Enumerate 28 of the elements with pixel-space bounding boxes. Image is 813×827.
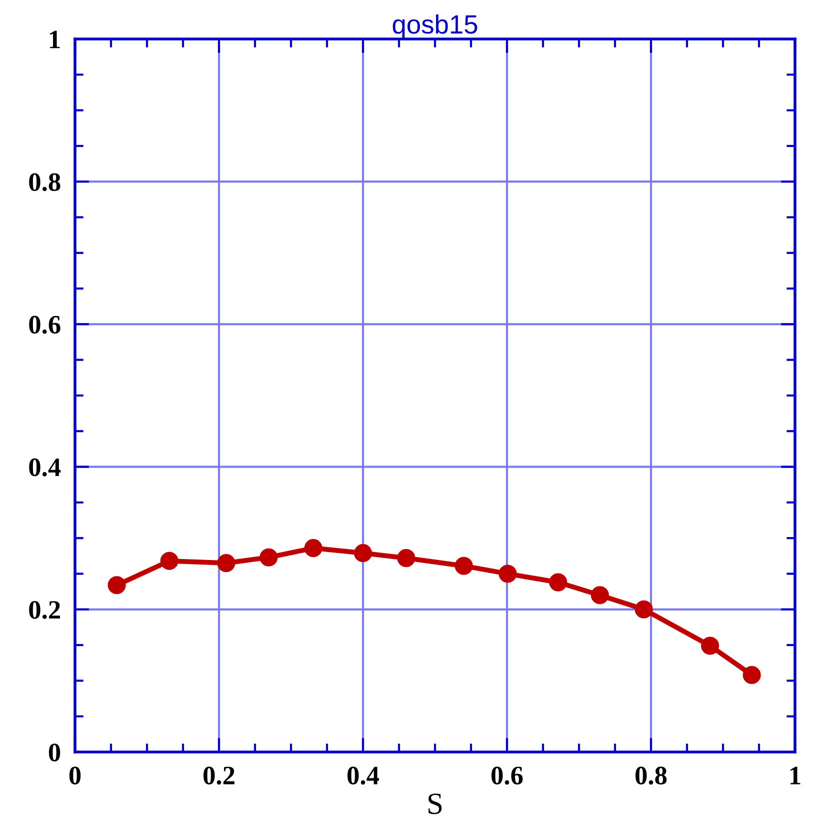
point (742, 666, 761, 684)
x-tick-label: 0.2 (204, 766, 234, 785)
x-tick-label: 0.8 (636, 766, 667, 785)
point (260, 548, 278, 566)
point (498, 564, 517, 583)
y-tick-label: 0 (48, 744, 60, 762)
point (354, 544, 372, 562)
y-tick-label: 0.2 (29, 601, 60, 619)
y-tick-label: 0.8 (29, 173, 60, 192)
x-tick-label: 0 (69, 766, 81, 784)
point (701, 636, 720, 655)
point (634, 600, 653, 618)
y-tick-label: 0.6 (29, 316, 60, 334)
x-tick-label: 0.6 (492, 766, 523, 785)
point (397, 549, 416, 568)
point (108, 576, 126, 594)
point (160, 552, 178, 570)
chart-title: qosb15 (392, 14, 478, 39)
point (549, 573, 568, 592)
point (304, 539, 322, 558)
point (217, 554, 236, 572)
y-tick-label: 1 (50, 30, 60, 48)
x-axis-title: S (428, 794, 442, 814)
y-tick-label: 0.4 (29, 458, 61, 476)
point (590, 586, 609, 604)
x-tick-label: 1 (790, 766, 800, 784)
x-tick-label: 0.4 (348, 766, 379, 785)
point (454, 556, 473, 575)
